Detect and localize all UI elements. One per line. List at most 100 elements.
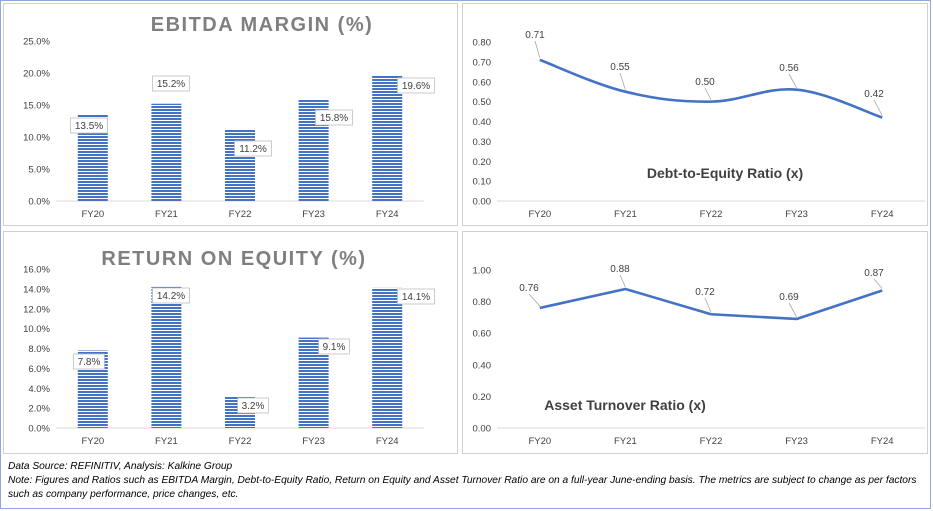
asset-turnover-chart: 0.00 0.20 0.40 0.60 0.80 1.00 FY20 FY21 FY22 FY23… [473,264,925,447]
y-tick-label: 0.70 [473,57,492,68]
y-tick-label: 0.80 [473,297,492,308]
data-label: 9.1% [323,342,346,353]
ebitda-margin-panel: 0.0% 5.0% 10.0% 15.0% 20.0% 25.0% FY20 FY21 FY22… [3,3,458,226]
x-tick-label: FY23 [785,436,808,447]
data-label: 19.6% [402,81,430,92]
chart-title: Debt-to-Equity Ratio (x) [647,165,803,181]
y-tick-label: 0.30 [473,137,492,148]
data-label: 14.2% [157,291,185,302]
data-label-box [237,397,269,414]
data-label: 0.50 [695,77,715,88]
x-tick-label: FY22 [229,436,252,447]
x-tick-label: FY20 [528,436,551,447]
data-label-box [397,288,435,305]
y-tick-label: 16.0% [23,265,50,276]
data-label: 15.2% [157,79,185,90]
footer-notes: Data Source: REFINITIV, Analysis: Kalkin… [8,460,923,502]
y-tick-label: 4.0% [28,384,50,395]
data-label: 13.5% [75,121,103,132]
return-on-equity-chart: 0.0% 2.0% 4.0% 6.0% 8.0% 10.0% 12.0% 14.0% 16.0%… [23,248,435,447]
y-tick-label: 10.0% [23,133,50,144]
y-tick-label: 0.50 [473,97,492,108]
leader-line [619,274,626,288]
y-tick-label: 0.60 [473,329,492,340]
leader-line [704,87,712,100]
y-tick-label: 12.0% [23,304,50,315]
leader-line [873,99,883,116]
x-tick-label: FY23 [302,436,325,447]
data-label: 7.8% [78,357,101,368]
bar [151,286,182,428]
return-on-equity-panel: 0.0% 2.0% 4.0% 6.0% 8.0% 10.0% 12.0% 14.0% 16.0%… [3,231,458,454]
data-label-box [73,353,105,370]
x-tick-label: FY20 [81,209,104,220]
y-tick-label: 14.0% [23,284,50,295]
x-tick-label: FY22 [229,209,252,220]
y-tick-label: 0.20 [473,157,492,168]
y-tick-label: 2.0% [28,404,50,415]
data-label-box [152,287,190,304]
chart-title: Asset Turnover Ratio (x) [544,397,706,413]
bar [225,129,255,201]
data-label: 3.2% [242,401,265,412]
y-tick-label: 0.00 [473,424,492,435]
data-label: 0.56 [779,63,799,74]
x-tick-label: FY21 [155,209,178,220]
data-label: 0.71 [525,30,545,41]
data-label: 0.55 [610,62,630,73]
data-label: 15.8% [320,113,348,124]
note-text: Note: Figures and Ratios such as EBITDA … [8,475,917,500]
data-label: 0.76 [519,283,539,294]
data-label-box [397,77,435,94]
y-tick-label: 0.10 [473,177,492,188]
x-tick-label: FY22 [700,209,723,220]
y-tick-label: 1.00 [473,266,492,277]
data-label-box [70,117,108,134]
y-tick-label: 8.0% [28,344,50,355]
bar [372,75,403,201]
y-tick-label: 10.0% [23,324,50,335]
leader-line [534,40,541,58]
x-tick-label: FY20 [528,209,551,220]
x-tick-label: FY21 [614,436,637,447]
series-line [539,287,883,321]
debt-to-equity-panel: 0.00 0.10 0.20 0.30 0.40 0.50 0.60 0.70 0.80 FY20… [462,3,928,226]
leader-line [528,293,541,307]
y-tick-label: 0.20 [473,392,492,403]
x-tick-label: FY21 [155,436,178,447]
data-label: 0.42 [864,89,884,100]
y-tick-label: 25.0% [23,37,50,48]
data-label: 0.69 [779,292,799,303]
chart-title: EBITDA MARGIN (%) [151,14,374,36]
asset-turnover-panel: 0.00 0.20 0.40 0.60 0.80 1.00 FY20 FY21 FY22 FY23… [462,231,928,454]
y-tick-label: 0.00 [473,197,492,208]
y-tick-label: 0.0% [28,197,50,208]
x-tick-label: FY24 [376,436,399,447]
data-source-text: Data Source: REFINITIV, Analysis: Kalkin… [8,461,233,472]
y-tick-label: 0.0% [28,424,50,435]
x-tick-label: FY24 [871,209,894,220]
data-label-box [318,338,350,355]
leader-line [873,278,883,289]
data-label-box [315,109,353,126]
leader-line [619,72,626,90]
ebitda-margin-chart: 0.0% 5.0% 10.0% 15.0% 20.0% 25.0% FY20 FY21 FY22… [23,14,435,220]
y-tick-label: 0.40 [473,360,492,371]
data-label-box [234,140,272,157]
series-line [539,58,883,119]
data-label-box [152,75,190,92]
y-tick-label: 15.0% [23,101,50,112]
leader-line [788,73,797,88]
x-tick-label: FY21 [614,209,637,220]
debt-to-equity-chart: 0.00 0.10 0.20 0.30 0.40 0.50 0.60 0.70 0.80 FY20… [473,30,925,220]
data-label: 0.88 [610,264,630,275]
bar [372,287,403,428]
x-tick-label: FY23 [302,209,325,220]
bar [151,103,182,201]
y-tick-label: 0.40 [473,117,492,128]
data-label: 14.1% [402,292,430,303]
data-label: 0.72 [695,287,715,298]
data-label: 0.87 [864,268,884,279]
leader-line [704,297,712,313]
y-tick-label: 0.60 [473,77,492,88]
